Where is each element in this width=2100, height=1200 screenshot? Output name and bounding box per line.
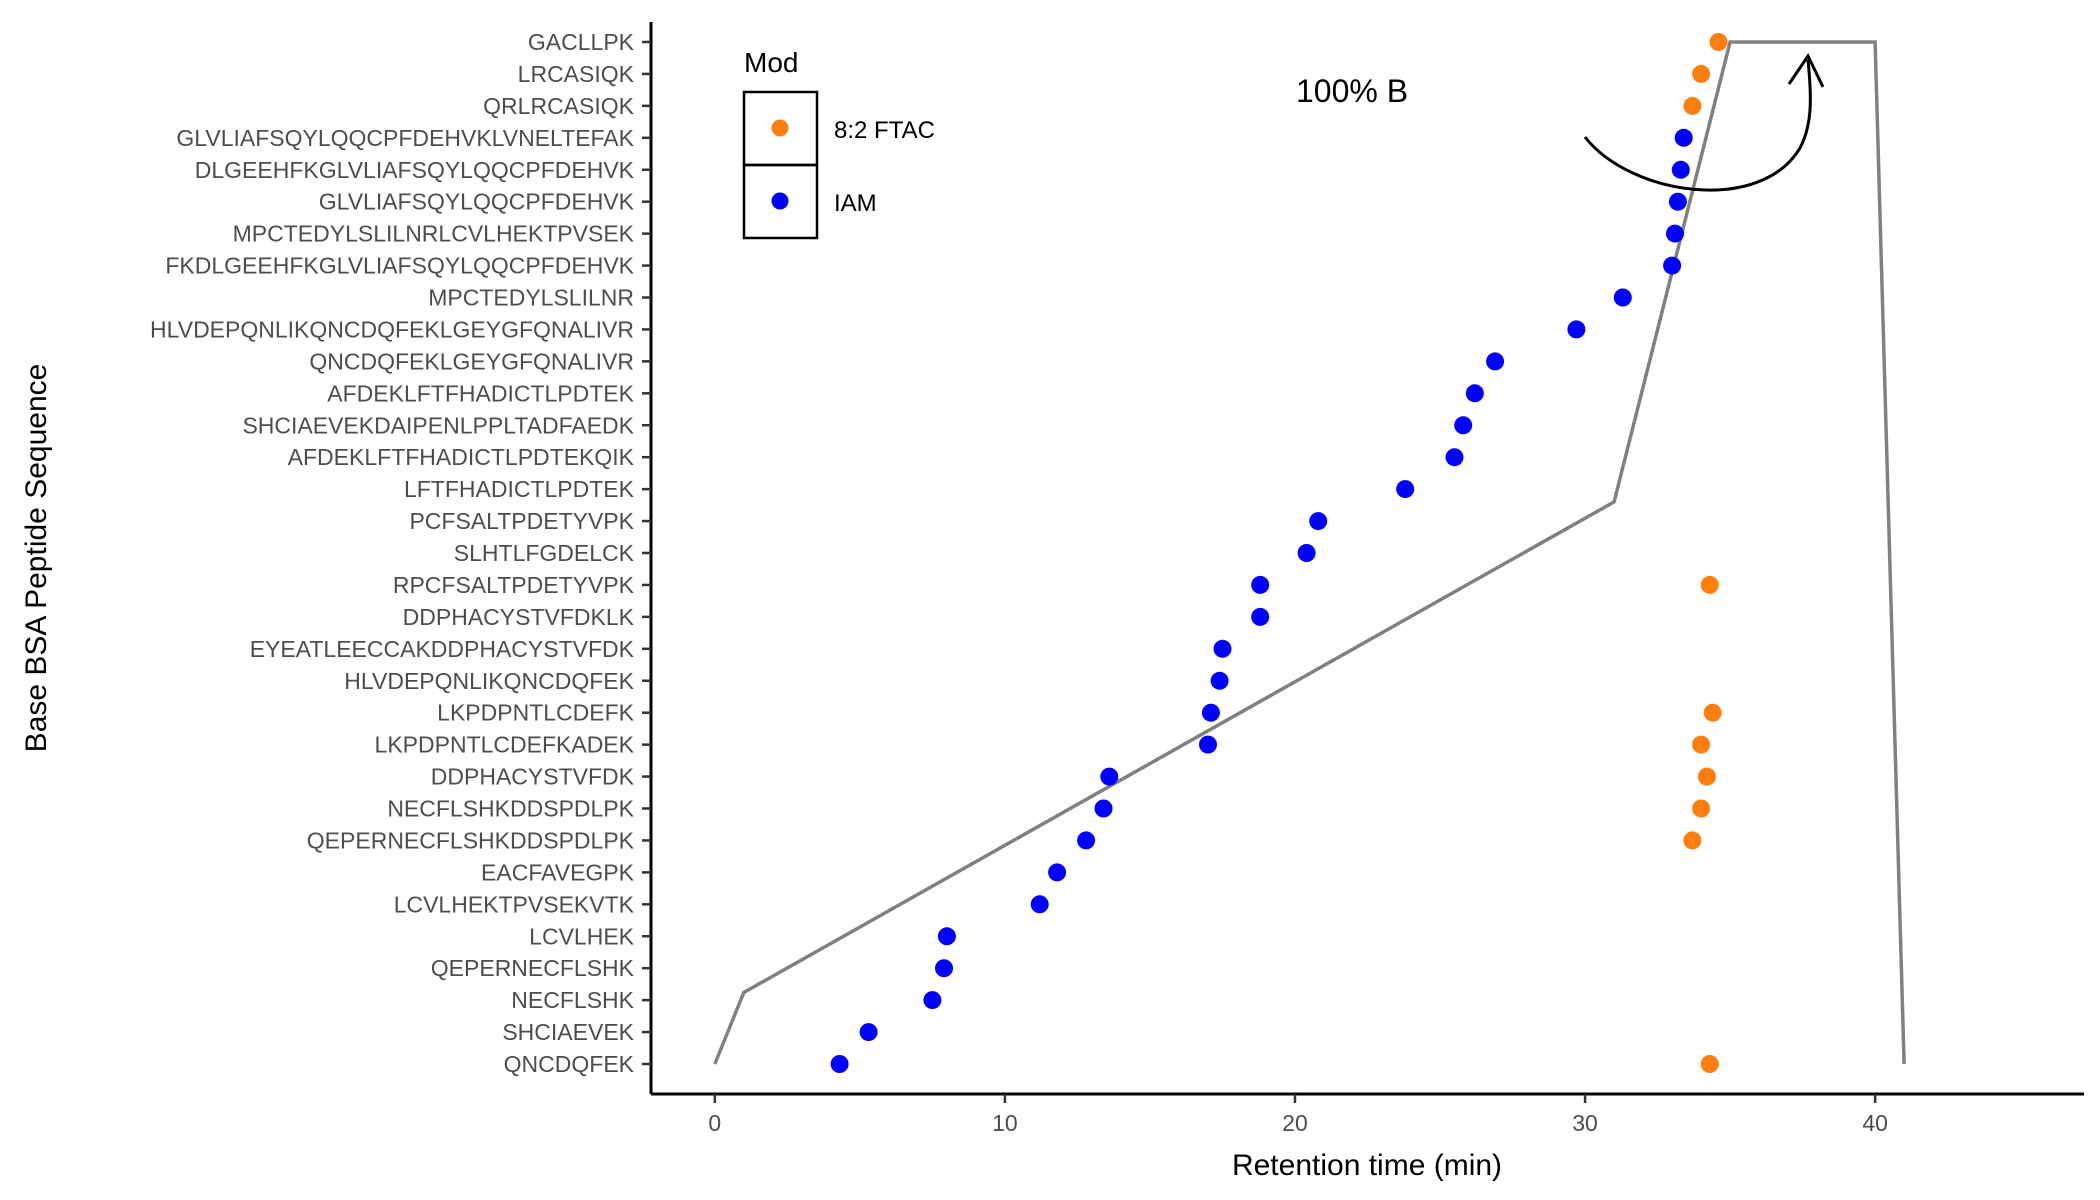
x-tick-label: 0 <box>708 1110 721 1136</box>
data-points <box>830 33 1728 1073</box>
data-point-iam <box>1251 607 1270 626</box>
y-tick-label: EACFAVEGPK <box>481 859 635 885</box>
data-point-8-2-ftac <box>1692 64 1711 83</box>
y-tick-label: AFDEKLFTFHADICTLPDTEKQIK <box>288 444 635 470</box>
x-ticks: 0 10 20 30 40 <box>708 1094 1888 1136</box>
data-point-8-2-ftac <box>1692 799 1711 818</box>
y-tick-label: GLVLIAFSQYLQQCPFDEHVKLVNELTEFAK <box>176 125 634 151</box>
y-tick-label: MPCTEDYLSLILNRLCVLHEKTPVSEK <box>233 221 635 247</box>
data-point-8-2-ftac <box>1683 831 1702 850</box>
x-tick-label: 40 <box>1862 1110 1888 1136</box>
data-point-iam <box>935 959 953 978</box>
data-point-iam <box>859 1023 878 1042</box>
x-axis-title: Retention time (min) <box>1232 1149 1502 1182</box>
y-ticks: QNCDQFEK SHCIAEVEK NECFLSHK QEPERNECFLSHK LC… <box>150 29 651 1077</box>
data-point-iam <box>1567 320 1586 339</box>
data-point-iam <box>1213 639 1232 658</box>
y-tick-label: SHCIAEVEK <box>502 1019 634 1045</box>
data-point-iam <box>1674 128 1693 147</box>
data-point-8-2-ftac <box>1692 735 1711 754</box>
y-tick-label: LKPDPNTLCDEFK <box>437 700 634 726</box>
data-point-iam <box>1100 767 1119 786</box>
data-point-iam <box>1094 799 1113 818</box>
data-point-iam <box>1396 480 1415 499</box>
data-point-iam <box>1613 288 1632 307</box>
y-tick-label: QEPERNECFLSHK <box>431 955 635 981</box>
y-tick-label: SHCIAEVEKDAIPENLPPLTADFAEDK <box>242 412 634 438</box>
legend-marker-iam <box>771 192 789 210</box>
y-tick-label: NECFLSHK <box>511 987 634 1013</box>
y-tick-label: NECFLSHKDDSPDLPK <box>387 796 634 822</box>
data-point-8-2-ftac <box>1697 767 1716 786</box>
x-tick-label: 20 <box>1282 1110 1308 1136</box>
data-point-iam <box>937 927 956 946</box>
data-point-iam <box>1465 384 1484 403</box>
data-point-iam <box>1030 895 1049 914</box>
data-point-iam <box>1201 703 1220 722</box>
y-tick-label: GACLLPK <box>528 29 635 55</box>
data-point-iam <box>923 991 942 1010</box>
data-point-iam <box>1486 352 1505 371</box>
data-point-iam <box>1048 863 1067 882</box>
data-point-iam <box>1445 448 1464 467</box>
data-point-iam <box>1454 416 1473 435</box>
data-point-iam <box>1251 575 1270 594</box>
y-tick-label: LCVLHEKTPVSEKVTK <box>394 891 635 917</box>
data-point-iam <box>1671 160 1690 179</box>
legend-label-iam: IAM <box>834 190 877 217</box>
x-tick-label: 30 <box>1572 1110 1598 1136</box>
y-tick-label: MPCTEDYLSLILNR <box>428 285 634 311</box>
y-tick-label: HLVDEPQNLIKQNCDQFEK <box>344 668 634 694</box>
data-point-iam <box>830 1055 849 1073</box>
data-point-iam <box>1663 256 1682 275</box>
y-tick-label: QNCDQFEKLGEYGFQNALIVR <box>309 348 634 374</box>
y-tick-label: DLGEEHFKGLVLIAFSQYLQQCPFDEHVK <box>195 157 635 183</box>
data-point-iam <box>1297 544 1316 562</box>
y-tick-label: SLHTLFGDELCK <box>454 540 635 566</box>
legend-label-8-2-ftac: 8:2 FTAC <box>834 117 935 144</box>
data-point-iam <box>1666 224 1684 243</box>
y-tick-label: LKPDPNTLCDEFKADEK <box>375 732 635 758</box>
y-tick-label: AFDEKLFTFHADICTLPDTEK <box>327 380 634 406</box>
data-point-8-2-ftac <box>1709 33 1728 51</box>
data-point-8-2-ftac <box>1700 575 1719 594</box>
y-axis-title: Base BSA Peptide Sequence <box>20 364 53 753</box>
legend-marker-8-2-ftac <box>771 119 789 137</box>
x-tick-label: 10 <box>992 1110 1018 1136</box>
y-tick-label: QEPERNECFLSHKDDSPDLPK <box>307 827 635 853</box>
y-tick-label: EYEATLEECCAKDDPHACYSTVFDK <box>250 636 635 662</box>
data-point-8-2-ftac <box>1703 703 1722 722</box>
y-tick-label: RPCFSALTPDETYVPK <box>393 572 635 598</box>
data-point-iam <box>1210 671 1229 690</box>
y-tick-label: PCFSALTPDETYVPK <box>409 508 634 534</box>
data-point-iam <box>1077 831 1096 850</box>
y-tick-label: FKDLGEEHFKGLVLIAFSQYLQQCPFDEHVK <box>165 253 634 279</box>
legend-key-box-2 <box>742 163 819 240</box>
y-tick-label: LCVLHEK <box>529 923 634 949</box>
y-tick-label: DDPHACYSTVFDK <box>431 764 635 790</box>
annotation-100-percent-b: 100% B <box>1296 73 1408 109</box>
y-tick-label: HLVDEPQNLIKQNCDQFEKLGEYGFQNALIVR <box>150 316 634 342</box>
y-tick-label: QNCDQFEK <box>504 1051 635 1077</box>
y-tick-label: GLVLIAFSQYLQQCPFDEHVK <box>319 189 635 215</box>
data-point-8-2-ftac <box>1700 1055 1719 1073</box>
legend: Mod 8:2 FTAC IAM <box>742 47 935 240</box>
y-tick-label: LRCASIQK <box>518 61 635 87</box>
curved-arrow-icon <box>1583 53 1825 192</box>
y-tick-label: QRLRCASIQK <box>483 93 634 119</box>
y-tick-label: DDPHACYSTVFDKLK <box>403 604 635 630</box>
legend-title: Mod <box>744 47 798 78</box>
y-tick-label: LFTFHADICTLPDTEK <box>404 476 635 502</box>
data-point-iam <box>1668 192 1687 211</box>
data-point-iam <box>1309 512 1328 531</box>
data-point-iam <box>1199 735 1217 754</box>
data-point-8-2-ftac <box>1683 96 1702 115</box>
